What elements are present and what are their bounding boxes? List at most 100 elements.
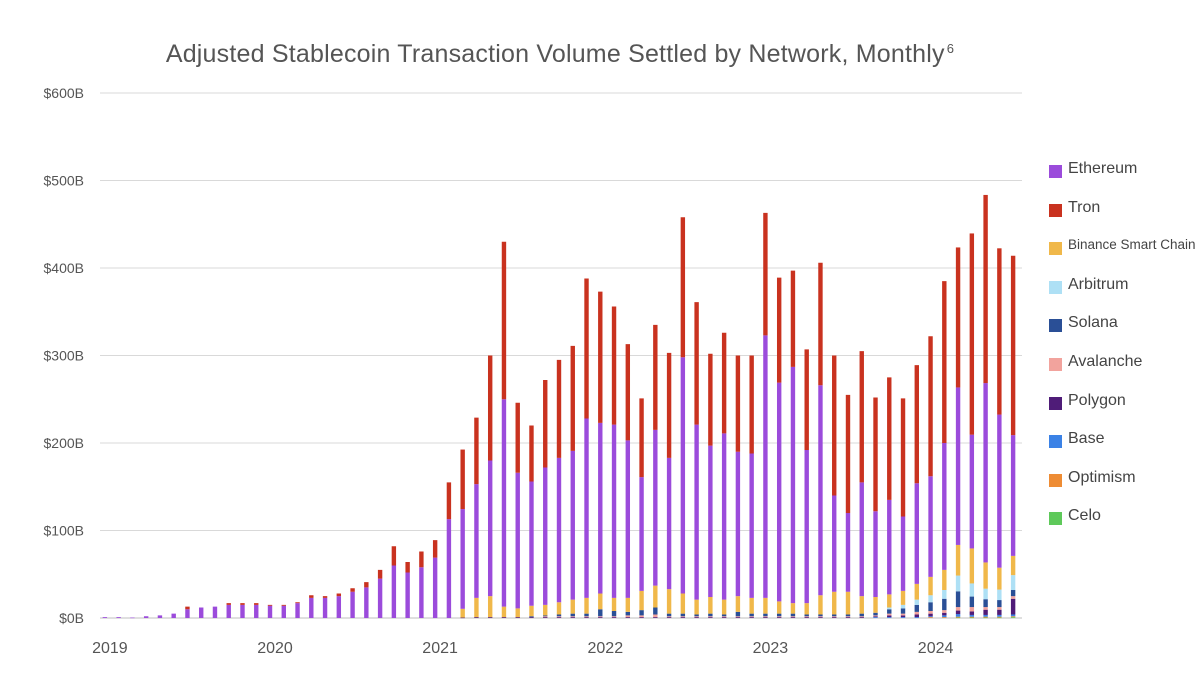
- bar-segment-tron: [639, 398, 644, 478]
- bar-segment-polygon: [653, 617, 658, 619]
- bar-segment-polygon: [790, 617, 796, 619]
- legend-swatch: [1049, 473, 1062, 487]
- bar-segment-base: [887, 617, 892, 619]
- bar-segment-solana: [763, 613, 768, 617]
- bar-segment-ethereum: [226, 604, 231, 619]
- bar-stack-2022-11: [735, 355, 741, 619]
- bar-segment-arbitrum: [955, 575, 961, 592]
- bar-segment-solana: [570, 613, 575, 617]
- bar-stack-2021-11: [570, 345, 575, 619]
- bar-segment-avalanche: [887, 613, 892, 616]
- legend-swatch: [1049, 435, 1062, 449]
- bar-segment-polygon: [776, 617, 782, 619]
- bar-segment-avalanche: [735, 616, 741, 618]
- bar-segment-tron: [1010, 255, 1016, 436]
- bar-segment-arbitrum: [942, 590, 947, 599]
- bar-segment-binance-smart-chain: [694, 599, 699, 615]
- bar-segment-ethereum: [1010, 435, 1016, 556]
- bar-segment-tron: [790, 270, 796, 367]
- bar-segment-solana: [969, 596, 975, 608]
- bar-segment-binance-smart-chain: [997, 567, 1002, 590]
- bar-stack-2023-11: [900, 398, 906, 619]
- bar-segment-arbitrum: [1010, 575, 1016, 591]
- bar-segment-polygon: [763, 617, 768, 619]
- bar-segment-ethereum: [845, 513, 851, 592]
- x-tick-label: 2022: [588, 640, 624, 657]
- bar-segment-solana: [845, 614, 851, 617]
- bar-segment-ethereum: [143, 616, 149, 618]
- bar-segment-polygon: [474, 617, 479, 619]
- bar-segment-tron: [295, 602, 300, 604]
- bar-segment-avalanche: [653, 614, 658, 618]
- bar-segment-binance-smart-chain: [529, 605, 534, 617]
- bar-segment-ethereum: [460, 509, 465, 609]
- bar-stack-2021-10: [556, 359, 562, 619]
- legend-label: Avalanche: [1068, 352, 1143, 370]
- bar-segment-tron: [611, 306, 617, 425]
- bar-segment-avalanche: [776, 616, 782, 618]
- bar-segment-ethereum: [666, 457, 672, 590]
- bar-segment-avalanche: [900, 613, 906, 616]
- bar-segment-ethereum: [556, 457, 562, 603]
- bar-stack-2021-07: [515, 402, 520, 619]
- bar-segment-solana: [749, 613, 754, 617]
- bar-segment-ethereum: [446, 519, 452, 619]
- bar-segment-ethereum: [598, 422, 603, 594]
- bar-segment-solana: [543, 615, 548, 617]
- bar-stack-2023-05: [818, 262, 823, 619]
- bar-segment-binance-smart-chain: [845, 591, 851, 615]
- bar-stack-2020-11: [405, 562, 410, 618]
- bar-segment-ethereum: [969, 434, 975, 549]
- bar-segment-tron: [584, 278, 589, 419]
- bar-segment-ethereum: [391, 565, 397, 618]
- bar-segment-base: [1010, 614, 1016, 617]
- bar-segment-polygon: [969, 611, 975, 615]
- bar-segment-avalanche: [1010, 596, 1016, 599]
- bar-segment-binance-smart-chain: [639, 590, 644, 611]
- y-tick-label: $500B: [44, 173, 84, 189]
- bar-segment-binance-smart-chain: [776, 601, 782, 614]
- bar-segment-tron: [969, 233, 975, 435]
- bar-segment-ethereum: [254, 604, 259, 619]
- bar-stack-2022-01: [598, 291, 603, 619]
- bar-segment-polygon: [887, 615, 892, 618]
- bar-stack-2024-01: [928, 336, 933, 619]
- bar-segment-binance-smart-chain: [543, 604, 548, 616]
- bar-segment-optimism: [969, 616, 975, 618]
- bar-segment-polygon: [666, 617, 672, 619]
- bar-segment-polygon: [749, 617, 754, 619]
- bar-segment-ethereum: [708, 445, 713, 598]
- bar-segment-polygon: [873, 616, 878, 618]
- bar-segment-solana: [804, 614, 809, 617]
- bar-segment-polygon: [515, 617, 520, 619]
- bar-segment-polygon: [570, 617, 575, 619]
- bar-segment-avalanche: [598, 616, 603, 618]
- bar-segment-avalanche: [666, 616, 672, 618]
- bar-stack-2022-02: [611, 306, 617, 619]
- bar-segment-ethereum: [942, 443, 947, 570]
- bar-segment-binance-smart-chain: [859, 596, 864, 614]
- bar-segment-avalanche: [763, 616, 768, 618]
- bar-stack-2020-12: [419, 551, 424, 618]
- y-tick-label: $0B: [59, 610, 84, 626]
- bar-segment-optimism: [997, 616, 1002, 618]
- bar-segment-ethereum: [350, 591, 355, 618]
- x-tick-label: 2019: [92, 640, 128, 657]
- bar-segment-binance-smart-chain: [818, 595, 823, 615]
- bar-segment-binance-smart-chain: [721, 599, 727, 615]
- bar-segment-ethereum: [776, 382, 782, 602]
- bar-segment-binance-smart-chain: [1010, 555, 1016, 576]
- bar-segment-tron: [185, 606, 190, 610]
- bar-stack-2021-09: [543, 380, 548, 619]
- stacked-bar-chart: $0B$100B$200B$300B$400B$500B$600B 2019 20…: [44, 85, 1022, 657]
- legend-label: Arbitrum: [1068, 275, 1129, 293]
- legend-item-solana: Solana: [1046, 312, 1196, 351]
- bar-stack-2022-10: [721, 332, 727, 619]
- bar-segment-avalanche: [969, 607, 975, 612]
- bar-segment-solana: [914, 604, 919, 612]
- bar-segment-ethereum: [611, 424, 617, 598]
- bar-segment-tron: [763, 212, 768, 336]
- bar-stack-2020-08: [364, 582, 369, 619]
- bar-segment-ethereum: [955, 387, 961, 545]
- bar-segment-tron: [625, 344, 631, 441]
